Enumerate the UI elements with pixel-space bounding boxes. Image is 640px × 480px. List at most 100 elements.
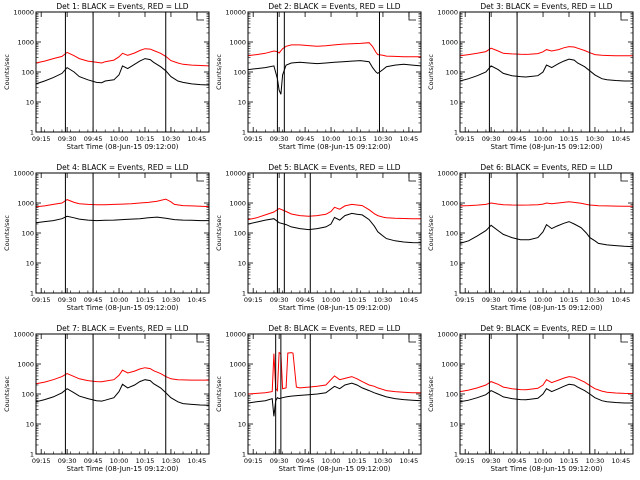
x-tick-label: 09:30 (58, 296, 77, 304)
x-tick-label: 10:00 (534, 135, 553, 143)
x-tick-label: 10:15 (560, 457, 579, 465)
y-tick-label: 1000 (17, 200, 34, 208)
chart-panel-5: Det 5: BLACK = Events, RED = LLD Counts/s… (215, 163, 422, 312)
chart-title: Det 3: BLACK = Events, RED = LLD (480, 2, 612, 11)
x-tick-label: 09:15 (32, 135, 51, 143)
series-line-events (247, 382, 422, 417)
series-line-lld (247, 203, 421, 221)
series-line-events (247, 212, 422, 244)
corner-marker (196, 12, 204, 21)
series-line-events (35, 58, 210, 86)
x-tick-label: 10:45 (612, 296, 631, 304)
chart-panel-3: Det 3: BLACK = Events, RED = LLD Counts/s… (427, 2, 634, 151)
x-tick-label: 09:15 (456, 296, 475, 304)
x-axis-label: Start Time (08-Jun-15 09:12:00) (67, 304, 179, 312)
chart-title: Det 6: BLACK = Events, RED = LLD (480, 163, 612, 172)
x-tick-label: 10:45 (188, 135, 207, 143)
x-tick-label: 09:30 (58, 135, 77, 143)
y-tick-label: 10000 (13, 331, 34, 339)
x-tick-label: 10:15 (348, 135, 367, 143)
x-tick-label: 10:00 (110, 135, 129, 143)
x-axis-label: Start Time (08-Jun-15 09:12:00) (279, 465, 391, 473)
series-line-lld (35, 367, 209, 385)
y-tick-label: 1000 (229, 39, 246, 47)
y-tick-label: 1 (30, 290, 34, 298)
x-tick-label: 10:45 (400, 135, 419, 143)
x-tick-label: 10:45 (400, 296, 419, 304)
plot-frame (35, 172, 210, 294)
series-line-events (459, 58, 633, 82)
y-tick-label: 100 (446, 230, 458, 238)
chart-title: Det 8: BLACK = Events, RED = LLD (268, 324, 400, 333)
series-line-events (35, 215, 209, 224)
x-tick-label: 09:30 (482, 457, 501, 465)
x-tick-label: 09:45 (296, 296, 315, 304)
x-tick-label: 09:30 (270, 296, 289, 304)
y-tick-label: 100 (22, 391, 34, 399)
x-axis-label: Start Time (08-Jun-15 09:12:00) (279, 304, 391, 312)
x-tick-label: 09:45 (84, 296, 103, 304)
x-tick-label: 10:30 (374, 457, 393, 465)
y-tick-label: 100 (234, 69, 246, 77)
x-tick-label: 10:00 (110, 296, 129, 304)
y-tick-label: 10 (26, 421, 34, 429)
y-tick-label: 1 (242, 129, 246, 137)
x-tick-label: 10:15 (560, 135, 579, 143)
y-tick-label: 1 (30, 451, 34, 459)
x-tick-label: 10:15 (136, 135, 155, 143)
x-tick-label: 10:00 (110, 457, 129, 465)
y-tick-label: 10 (238, 99, 246, 107)
y-tick-label: 1000 (17, 361, 34, 369)
x-axis-label: Start Time (08-Jun-15 09:12:00) (67, 143, 179, 151)
x-tick-label: 09:45 (296, 135, 315, 143)
y-tick-label: 10000 (225, 9, 246, 17)
x-tick-label: 09:30 (270, 135, 289, 143)
chart-title: Det 7: BLACK = Events, RED = LLD (56, 324, 188, 333)
plot-frame (459, 333, 634, 455)
x-tick-label: 09:30 (58, 457, 77, 465)
corner-marker (620, 12, 628, 21)
y-tick-label: 1000 (229, 361, 246, 369)
plot-frame (459, 172, 634, 294)
chart-title: Det 1: BLACK = Events, RED = LLD (56, 2, 188, 11)
x-tick-label: 10:45 (400, 457, 419, 465)
y-tick-label: 100 (234, 230, 246, 238)
chart-panel-2: Det 2: BLACK = Events, RED = LLD Counts/s… (215, 2, 422, 151)
series-line-lld (35, 198, 210, 208)
x-tick-label: 09:15 (244, 457, 263, 465)
y-tick-label: 10000 (225, 331, 246, 339)
series-line-events (35, 379, 210, 406)
chart-panel-8: Det 8: BLACK = Events, RED = LLD Counts/s… (215, 324, 422, 473)
y-axis-label: Counts/sec (427, 215, 435, 251)
x-tick-label: 10:30 (586, 135, 605, 143)
x-tick-label: 09:45 (508, 135, 527, 143)
y-tick-label: 10 (238, 421, 246, 429)
x-tick-label: 09:30 (270, 457, 289, 465)
y-tick-label: 10 (450, 260, 458, 268)
x-tick-label: 09:15 (32, 457, 51, 465)
x-tick-label: 09:15 (244, 296, 263, 304)
chart-title: Det 5: BLACK = Events, RED = LLD (268, 163, 400, 172)
x-tick-label: 09:15 (32, 296, 51, 304)
y-tick-label: 10 (450, 421, 458, 429)
x-tick-label: 09:45 (508, 457, 527, 465)
corner-marker (196, 173, 204, 182)
x-axis-label: Start Time (08-Jun-15 09:12:00) (491, 304, 603, 312)
corner-marker (408, 334, 416, 343)
y-tick-label: 1 (454, 451, 458, 459)
corner-marker (620, 334, 628, 343)
x-tick-label: 10:15 (348, 296, 367, 304)
y-axis-label: Counts/sec (215, 54, 223, 90)
chart-panel-6: Det 6: BLACK = Events, RED = LLD Counts/s… (427, 163, 634, 312)
series-line-lld (35, 48, 210, 67)
y-axis-label: Counts/sec (427, 54, 435, 90)
x-tick-label: 09:45 (296, 457, 315, 465)
series-line-lld (459, 376, 634, 395)
y-tick-label: 1000 (441, 361, 458, 369)
series-line-events (459, 221, 634, 248)
x-tick-label: 10:30 (586, 296, 605, 304)
x-tick-label: 10:30 (374, 135, 393, 143)
chart-title: Det 9: BLACK = Events, RED = LLD (480, 324, 612, 333)
y-tick-label: 100 (234, 391, 246, 399)
